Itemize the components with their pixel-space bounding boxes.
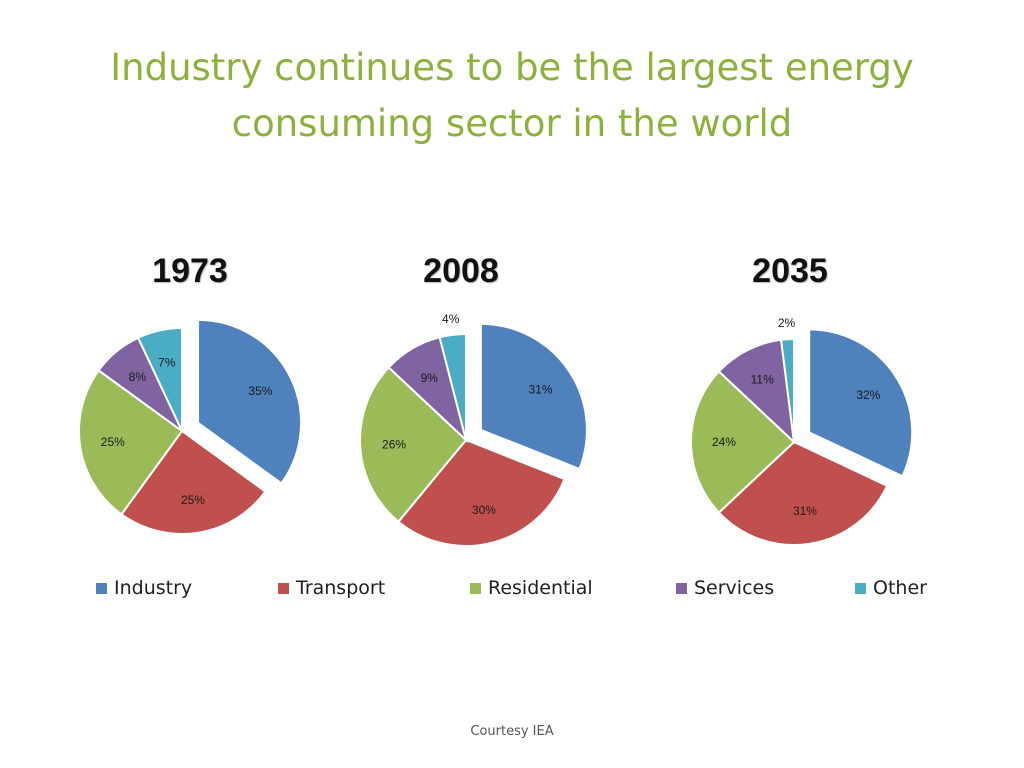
legend-item-services: Services (676, 574, 774, 602)
legend-label-other: Other (873, 577, 927, 599)
legend-swatch-industry (96, 582, 107, 594)
legend-label-residential: Residential (488, 577, 593, 599)
pie-chart-1973: 35% 25% 25% 8% 7% (78, 318, 303, 535)
pie-title-2: 2008 (423, 252, 499, 290)
pie-label-other: 7% (158, 356, 176, 370)
legend-item-other: Other (855, 574, 927, 602)
pie-slice-residential (78, 369, 184, 516)
pie-chart-2008: 31% 30% 26% 9% 4% (359, 312, 588, 547)
legend-swatch-transport (278, 582, 289, 594)
pie-label-residential: 24% (712, 435, 736, 449)
pie-slice-transport (717, 440, 889, 546)
pie-slice-other (779, 337, 795, 443)
legend-swatch-other (855, 582, 866, 594)
pie-slice-residential (690, 370, 796, 514)
legend-label-industry: Industry (114, 577, 193, 599)
pie-chart-2035: 32% 31% 24% 11% 2% (690, 316, 914, 546)
pie-label-services: 11% (751, 373, 774, 387)
legend-swatch-services (676, 582, 687, 594)
pie-slice-transport (397, 438, 566, 547)
pie-label-industry: 32% (856, 388, 880, 402)
pie-label-services: 8% (129, 370, 147, 384)
pie-slice-transport (120, 429, 267, 535)
pie-label-transport: 25% (181, 493, 205, 507)
pie-label-transport: 30% (472, 503, 496, 517)
pie-slice-industry (808, 328, 914, 478)
pie-label-residential: 26% (382, 438, 406, 452)
pie-label-other: 2% (778, 316, 796, 330)
title-line-1: Industry continues to be the largest ene… (110, 46, 914, 89)
footer-credit: Courtesy IEA (470, 724, 554, 739)
pie-label-residential: 25% (101, 435, 125, 449)
slide-title: Industry continues to be the largest ene… (90, 40, 934, 152)
title-line-2: consuming sector in the world (231, 102, 793, 145)
pie-slice-residential (359, 366, 468, 524)
pie-label-industry: 35% (248, 384, 272, 398)
legend-label-services: Services (694, 577, 775, 599)
pie-slice-other (438, 332, 467, 441)
legend-label-transport: Transport (296, 577, 386, 599)
legend-item-industry: Industry (96, 574, 192, 602)
pie-label-industry: 31% (528, 382, 552, 396)
pie-label-services: 9% (421, 371, 439, 385)
chart-legend: Industry Transport Residential Services … (0, 574, 1024, 602)
pie-slice-other (136, 326, 183, 432)
pie-slice-industry (197, 318, 303, 485)
legend-item-residential: Residential (470, 574, 593, 602)
pie-title-1: 1973 (152, 252, 228, 290)
legend-swatch-residential (470, 582, 481, 594)
legend-item-transport: Transport (278, 574, 385, 602)
pie-label-transport: 31% (793, 504, 817, 518)
pie-slice-services (717, 338, 796, 445)
pie-label-other: 4% (442, 312, 460, 326)
pie-slice-industry (479, 322, 588, 471)
pie-title-3: 2035 (752, 252, 828, 290)
